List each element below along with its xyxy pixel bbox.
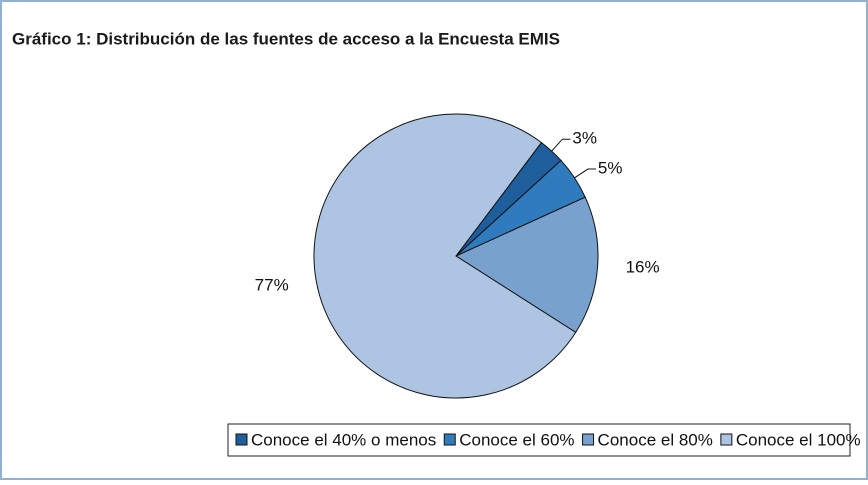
legend-swatch [582, 433, 595, 446]
data-label: 3% [572, 129, 597, 148]
pie-slice [454, 196, 599, 334]
legend-swatch [443, 433, 456, 446]
data-label: 5% [598, 159, 623, 178]
legend-label: Conoce el 100% [736, 430, 861, 449]
legend-swatch [235, 433, 248, 446]
legend-label: Conoce el 60% [459, 430, 574, 449]
chart-title: Gráfico 1: Distribución de las fuentes d… [12, 29, 560, 48]
leader-line [551, 138, 571, 152]
legend-swatch [720, 433, 733, 446]
legend-box [227, 423, 851, 457]
legend-label: Conoce el 80% [598, 430, 713, 449]
data-label: 77% [255, 276, 289, 295]
legend-label: Conoce el 40% o menos [251, 430, 436, 449]
data-label: 16% [626, 257, 660, 276]
pie-slice [313, 113, 577, 399]
leader-line [574, 168, 596, 179]
